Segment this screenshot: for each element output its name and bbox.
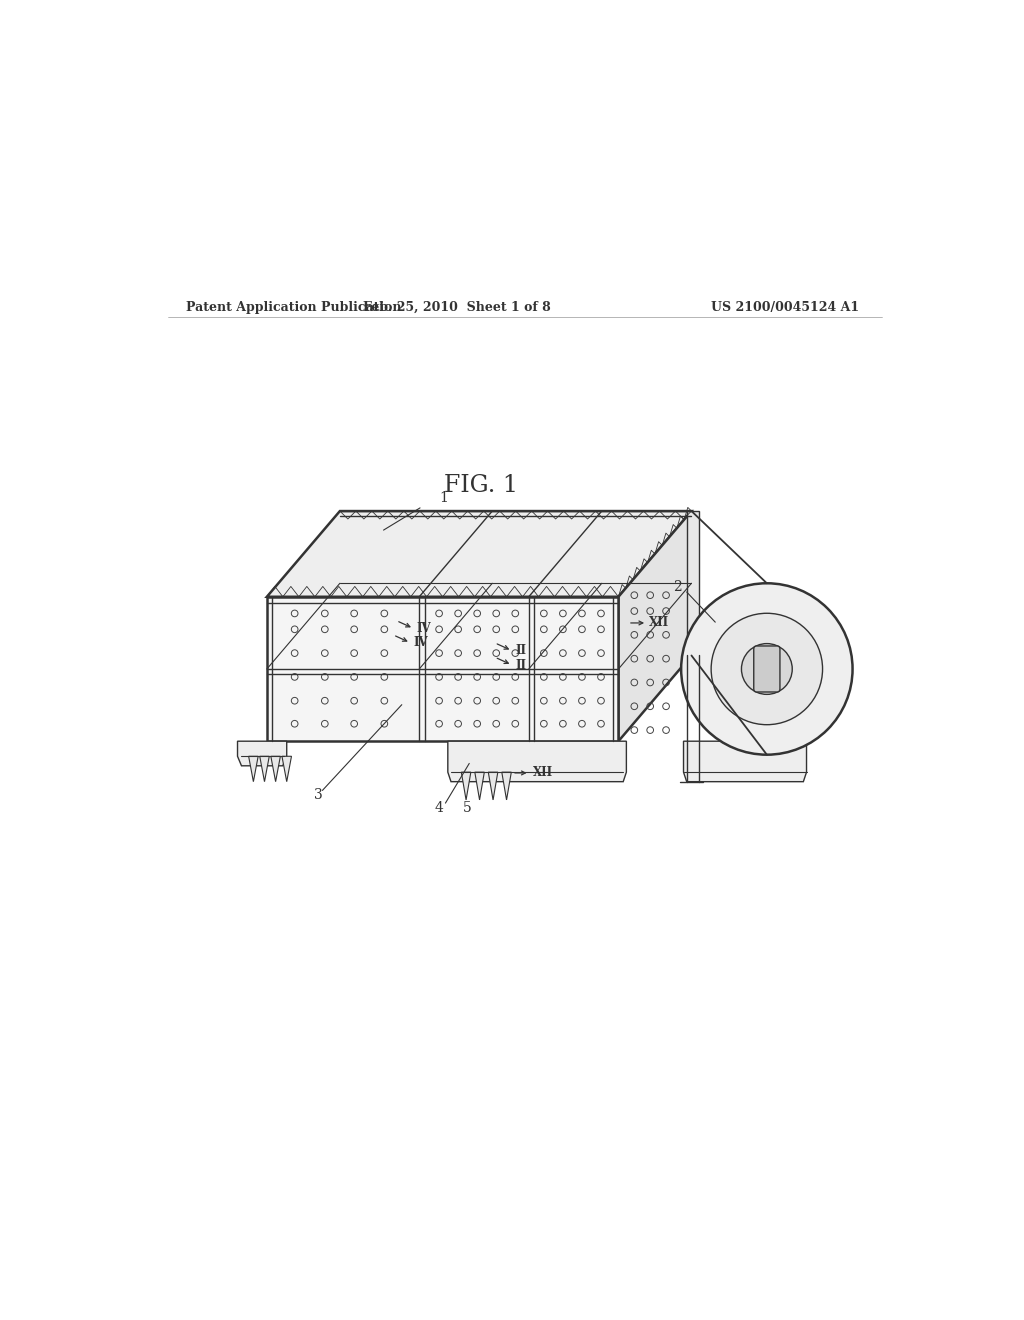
Polygon shape xyxy=(461,772,471,800)
Polygon shape xyxy=(475,772,484,800)
Circle shape xyxy=(681,583,853,755)
Polygon shape xyxy=(488,772,498,800)
Text: 3: 3 xyxy=(314,788,323,803)
Circle shape xyxy=(711,614,822,725)
Polygon shape xyxy=(282,756,292,781)
Polygon shape xyxy=(502,772,511,800)
Polygon shape xyxy=(618,511,691,742)
Text: Feb. 25, 2010  Sheet 1 of 8: Feb. 25, 2010 Sheet 1 of 8 xyxy=(364,301,551,314)
Text: 1: 1 xyxy=(439,491,447,506)
FancyBboxPatch shape xyxy=(754,645,780,692)
Text: IV: IV xyxy=(414,636,428,649)
Text: II: II xyxy=(515,659,526,672)
Polygon shape xyxy=(447,742,627,781)
Polygon shape xyxy=(687,511,699,656)
Polygon shape xyxy=(270,756,281,781)
Text: II: II xyxy=(515,644,526,657)
Text: US 2100/0045124 A1: US 2100/0045124 A1 xyxy=(712,301,859,314)
Polygon shape xyxy=(684,742,807,781)
Polygon shape xyxy=(267,597,618,742)
Polygon shape xyxy=(249,756,258,781)
Polygon shape xyxy=(267,511,691,597)
Text: 2: 2 xyxy=(673,581,682,594)
Text: IV: IV xyxy=(417,622,431,635)
Text: FIG. 1: FIG. 1 xyxy=(444,474,518,498)
Text: XII: XII xyxy=(532,767,553,779)
Text: 5: 5 xyxy=(463,801,472,814)
Polygon shape xyxy=(260,756,269,781)
Polygon shape xyxy=(340,511,691,656)
Text: 4: 4 xyxy=(434,801,443,814)
Text: Patent Application Publication: Patent Application Publication xyxy=(186,301,401,314)
Polygon shape xyxy=(238,742,287,766)
Circle shape xyxy=(741,644,793,694)
Text: XII: XII xyxy=(649,616,670,630)
